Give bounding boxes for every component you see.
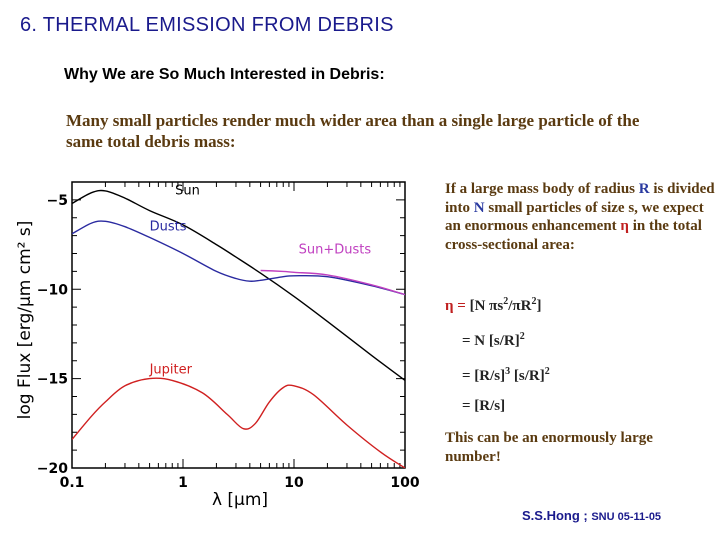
slide-title: 6. THERMAL EMISSION FROM DEBRIS (20, 14, 394, 36)
slide-subtitle: Why We are So Much Interested in Debris: (64, 66, 385, 83)
eq2-sup-1: 3 (505, 366, 511, 377)
intro-text: Many small particles render much wider a… (66, 111, 640, 151)
para-text-2: is divided into (445, 181, 715, 216)
eq-main-sup-1: 2 (503, 296, 509, 307)
para-count-symbol: N (473, 199, 485, 216)
series-line-sun-dusts (260, 269, 405, 296)
series-line-jupiter (72, 377, 405, 468)
author-credit: S.S.Hong ; SNU 05-11-05 (522, 508, 661, 523)
para-text-4: in the total cross-sectional area: (445, 218, 702, 253)
para-text-1: If a large mass body of radius (445, 181, 639, 197)
author-institution: SNU 05-11-05 (591, 511, 662, 523)
x-tick-label: 0.1 (60, 475, 85, 491)
sed-chart: 0.1 1 10 100 −5 −10 −15 −20 Sun Dusts Sun+Dusts Ju… (15, 181, 420, 510)
explanation-paragraph: If a large mass body of radius R is divi… (445, 180, 715, 254)
eq-main-part-a: [N πs (469, 298, 504, 314)
series-label-sun: Sun (175, 184, 200, 199)
para-eta-symbol: η (620, 218, 629, 234)
equation-rhs: [N πs2/πR2] (469, 296, 542, 314)
x-tick-label: 100 (390, 475, 419, 491)
x-axis-label: λ [μm] (212, 490, 268, 510)
equation-step-3: = [R/s] (462, 398, 506, 414)
equation-step-2: = [R/s]3 [s/R]2 (462, 366, 550, 385)
series-label-sun-dusts: Sun+Dusts (299, 243, 372, 258)
chart-ticks: 0.1 1 10 100 −5 −10 −15 −20 (37, 181, 420, 491)
eq2-sup-2: 2 (544, 366, 550, 377)
author-name: S.S.Hong ; (522, 508, 588, 523)
y-tick-label: −5 (47, 193, 68, 209)
eq-main-part-c: ] (536, 298, 542, 314)
series-label-dusts: Dusts (150, 219, 187, 234)
series-line-sun (72, 189, 405, 381)
series-line-dusts (72, 220, 405, 296)
chart-series-labels: Sun Dusts Sun+Dusts Jupiter (149, 184, 372, 378)
chart-lines (72, 189, 405, 468)
eq1-text: = N [s/R] (462, 333, 520, 349)
eq-main-part-b: /πR (508, 298, 532, 314)
equation-step-1: = N [s/R]2 (462, 331, 525, 350)
y-axis-label: log Flux [erg/μm cm² s] (15, 221, 35, 420)
equation-main: η = [N πs2/πR2] (445, 296, 541, 315)
y-tick-label: −10 (37, 282, 68, 298)
x-tick-label: 1 (178, 475, 188, 491)
eq2-text-b: [s/R] (510, 368, 545, 384)
series-label-jupiter: Jupiter (149, 362, 193, 377)
y-tick-label: −20 (37, 461, 68, 477)
equation-lhs: η = (445, 298, 466, 314)
para-text-3: small particles of size s, we expect an … (445, 199, 704, 235)
y-tick-label: −15 (37, 372, 68, 388)
x-tick-label: 10 (284, 475, 304, 491)
eq1-sup: 2 (519, 331, 525, 342)
conclusion-text: This can be an enormously large number! (445, 430, 653, 465)
para-radius-symbol: R (638, 181, 650, 197)
eq2-text-a: = [R/s] (462, 368, 506, 384)
eq-main-sup-2: 2 (531, 296, 537, 307)
